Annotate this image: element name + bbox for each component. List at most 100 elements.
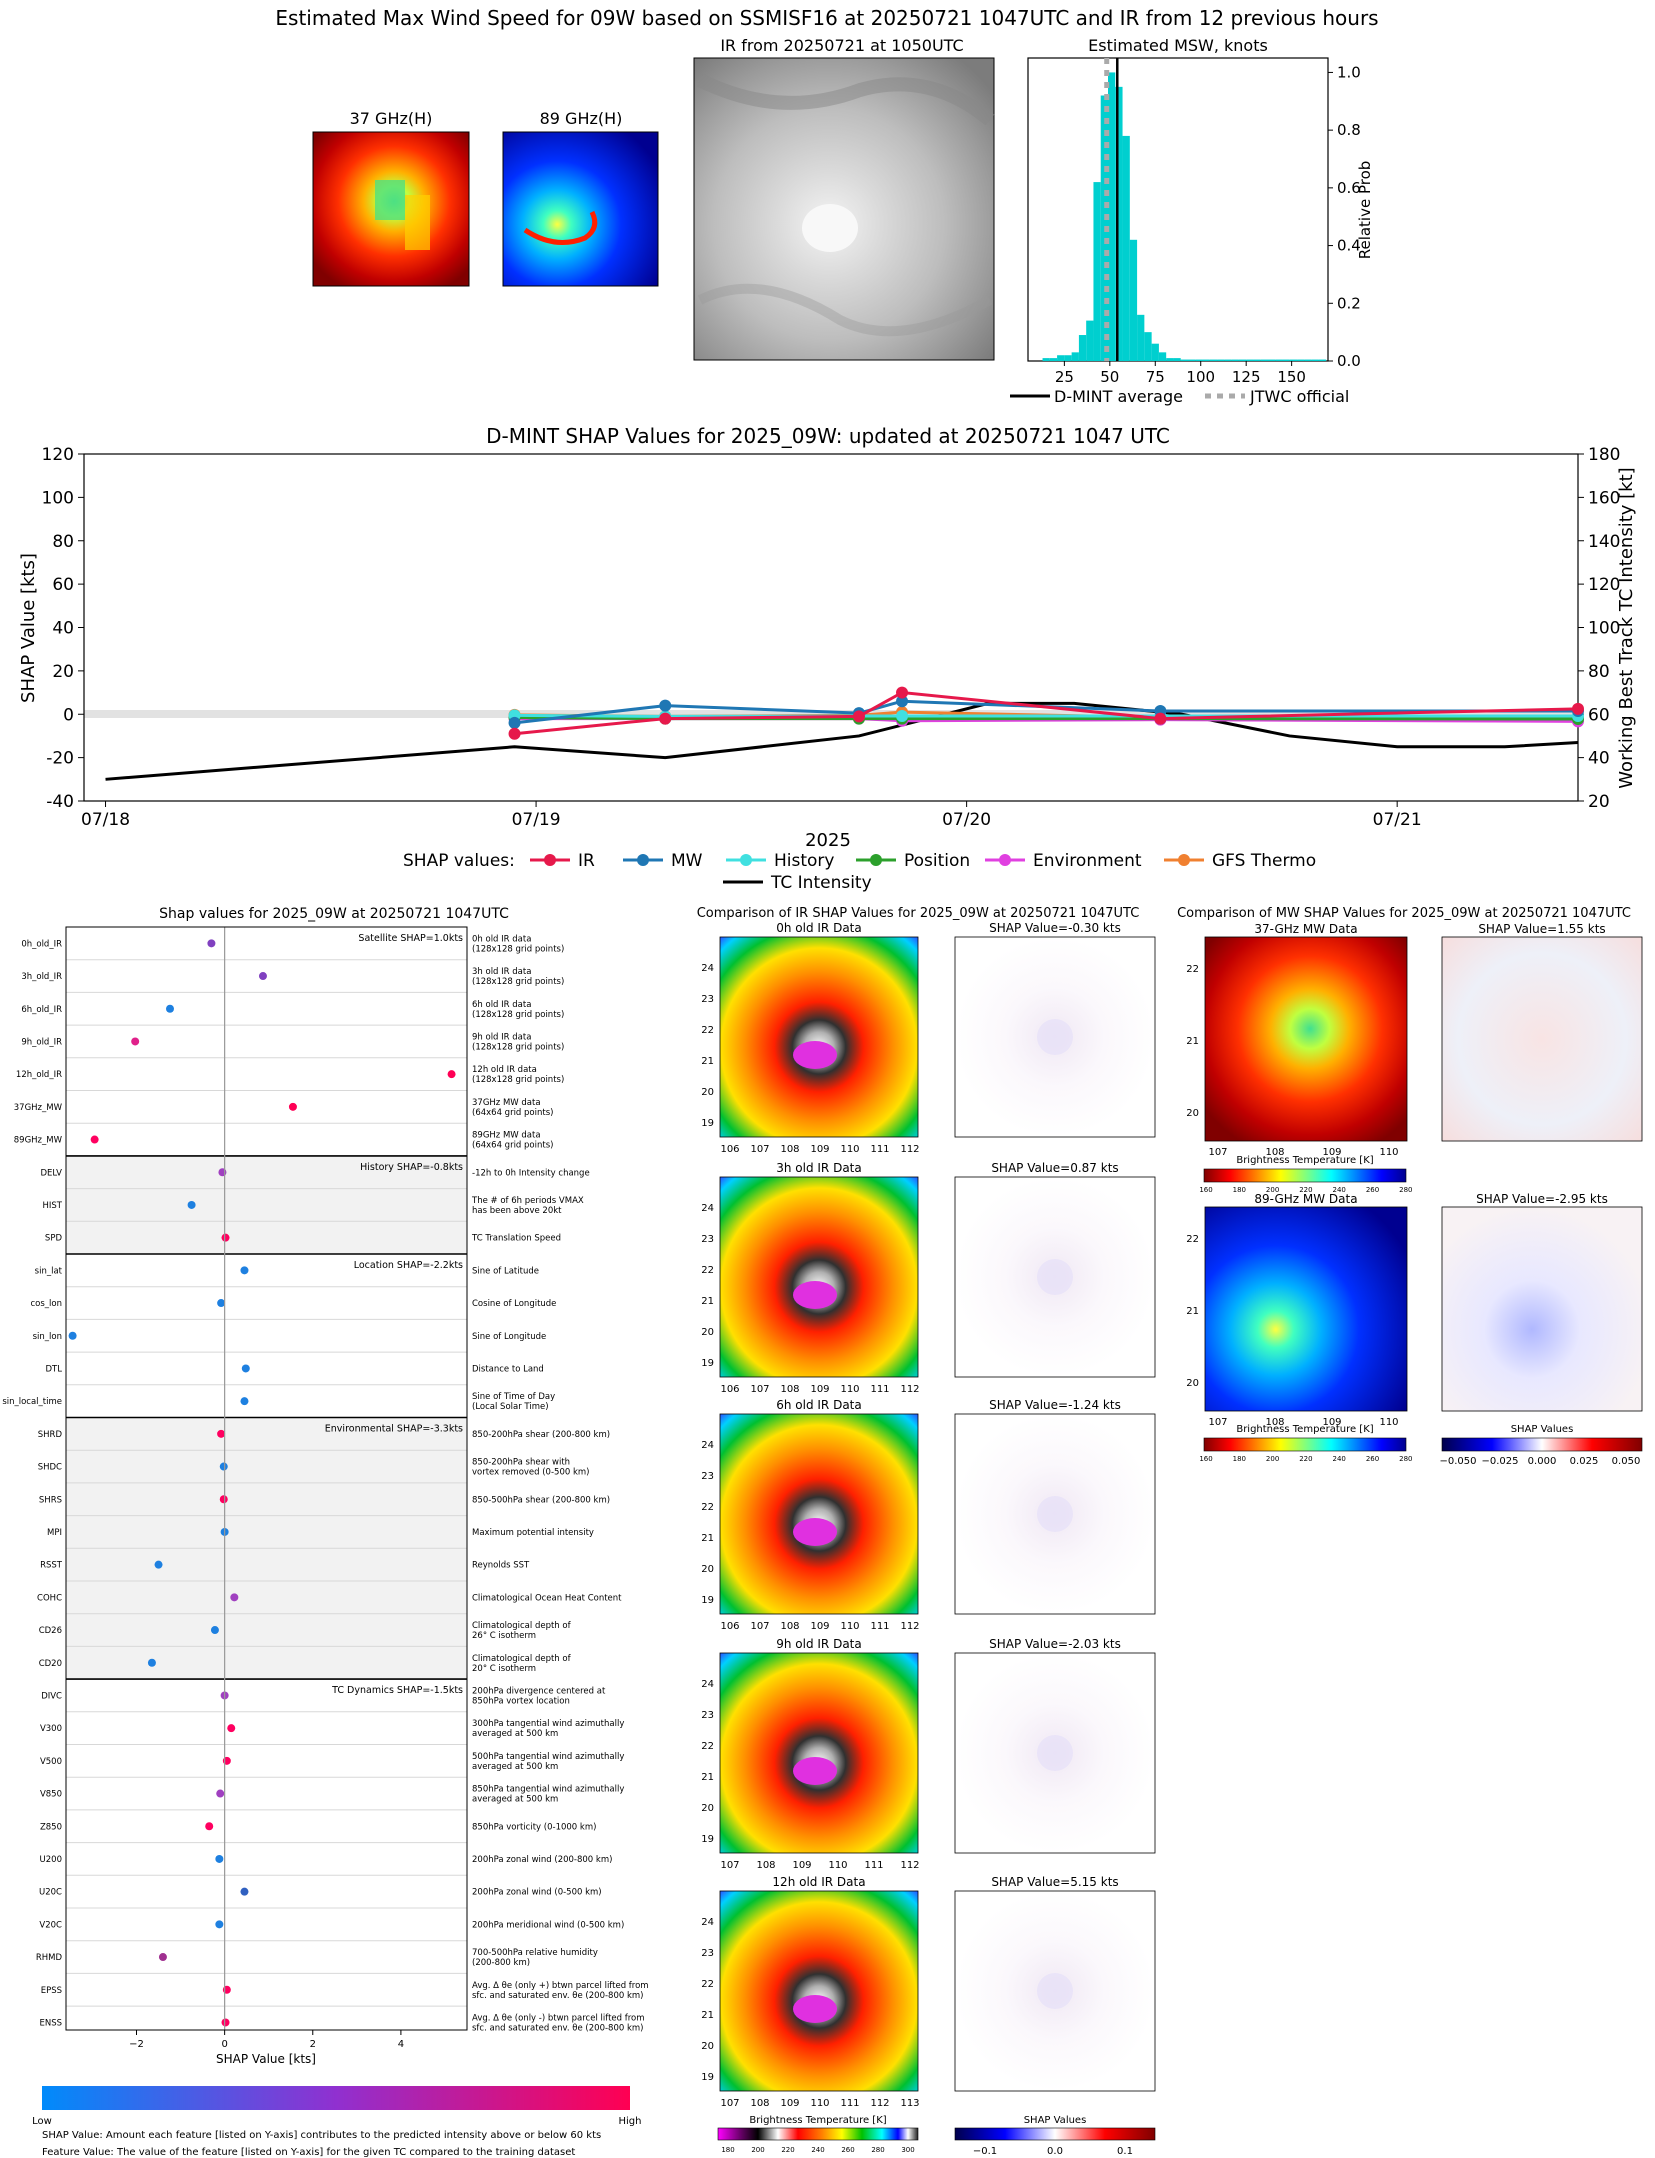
- ir-xtick: 111: [870, 1144, 889, 1155]
- feature-point: [68, 1331, 77, 1340]
- feature-name: CD20: [39, 1659, 62, 1669]
- feature-desc: The # of 6h periods VMAX: [471, 1196, 584, 1206]
- hist-title: Estimated MSW, knots: [1088, 36, 1268, 55]
- mw-compare-title: Comparison of MW SHAP Values for 2025_09…: [1177, 906, 1631, 921]
- ir-xtick: 110: [840, 1621, 859, 1632]
- mw-ytick: 21: [1186, 1036, 1199, 1047]
- ir-xtick: 107: [720, 2098, 739, 2109]
- feature-desc: Maximum potential intensity: [472, 1528, 594, 1538]
- ir-xtick: 108: [750, 2098, 769, 2109]
- mw-shap-colorbar: [1441, 1437, 1643, 1452]
- feature-name: sin_lon: [33, 1332, 62, 1342]
- hist-bar: [1224, 359, 1232, 361]
- ts-y2tick-label: 160: [1588, 488, 1620, 508]
- feature-name: RHMD: [36, 1953, 63, 1963]
- mw-shap-colorbar-label: SHAP Values: [1511, 1424, 1574, 1435]
- ir-xtick: 111: [840, 2098, 859, 2109]
- hist-ytick-label: 0.4: [1337, 237, 1361, 255]
- feature-name: 12h_old_IR: [16, 1070, 62, 1080]
- ir-xtick: 111: [870, 1621, 889, 1632]
- hist-bar: [1268, 359, 1276, 361]
- feature-desc: 200hPa meridional wind (0-500 km): [472, 1920, 624, 1930]
- feature-point: [230, 1593, 239, 1602]
- mw-ytick: 22: [1186, 964, 1199, 975]
- feature-desc: 850-200hPa shear (200-800 km): [472, 1430, 610, 1440]
- mw-ytick: 20: [1186, 1108, 1199, 1119]
- feature-desc: 37GHz MW data: [472, 1098, 541, 1108]
- feature-desc: Distance to Land: [472, 1364, 544, 1374]
- ir-image: [719, 936, 919, 1138]
- ir-cbar-tick: 280: [871, 2146, 884, 2154]
- hist-bar: [1195, 359, 1203, 361]
- ts-series-line: [514, 716, 1579, 721]
- ir-ytick: 21: [701, 1056, 714, 1067]
- ir-xtick: 109: [810, 1621, 829, 1632]
- ts-point: [659, 699, 672, 712]
- ir-xtick: 112: [900, 1384, 919, 1395]
- feature-desc: averaged at 500 km: [472, 1729, 558, 1739]
- hist-bar: [1217, 359, 1225, 361]
- ir-eye: [793, 1281, 837, 1309]
- hist-bar: [1144, 332, 1152, 361]
- ir-xtick: 113: [900, 2098, 919, 2109]
- feature-name: SHRS: [39, 1495, 62, 1505]
- mw-shap-image: [1441, 936, 1643, 1142]
- feature-point: [215, 1854, 224, 1863]
- ts-legend-label: MW: [671, 851, 703, 871]
- feature-point: [210, 1626, 219, 1635]
- ts-legend: SHAP values: IR MW History Position Environm…: [403, 851, 1316, 893]
- ir-ytick: 23: [701, 994, 714, 1005]
- ir-ytick: 22: [701, 1502, 714, 1513]
- feature-desc: TC Translation Speed: [471, 1234, 561, 1244]
- ir-xtick: 110: [810, 2098, 829, 2109]
- ir-row: 6h old IR Data 19 20 21 22 23 24 106 107 108 109 11…: [701, 1398, 1156, 1632]
- ts-ylabel: SHAP Value [kts]: [18, 553, 39, 703]
- feature-desc: Climatological Ocean Heat Content: [472, 1593, 622, 1603]
- ir-shap-cbar-tick: 0.0: [1047, 2146, 1063, 2157]
- ir-ytick: 24: [701, 1203, 714, 1214]
- feature-desc: 12h old IR data: [472, 1065, 537, 1075]
- ir-cbar-tick: 300: [901, 2146, 914, 2154]
- feature-desc: Cosine of Longitude: [472, 1299, 556, 1309]
- ir-xtick: 109: [810, 1384, 829, 1395]
- group-label: Environmental SHAP=-3.3kts: [325, 1424, 463, 1435]
- hist-xtick-label: 75: [1146, 368, 1165, 386]
- mw-shap-cbar-tick: −0.050: [1439, 1456, 1476, 1467]
- feature-name: HIST: [43, 1201, 63, 1211]
- ts-ytick-label: 80: [52, 532, 74, 552]
- hist-bar: [1078, 335, 1087, 361]
- ts-xtick-label: 07/20: [942, 810, 991, 830]
- feat-xtick-label: −2: [129, 2039, 144, 2050]
- feature-desc: 850hPa vorticity (0-1000 km): [472, 1822, 596, 1832]
- feature-desc: vortex removed (0-500 km): [472, 1468, 589, 1478]
- ir-shap-title: SHAP Value=-2.03 kts: [989, 1637, 1121, 1651]
- ir-ytick: 20: [701, 1327, 714, 1338]
- ts-point: [1572, 702, 1584, 715]
- hist-bar: [1158, 352, 1167, 361]
- hist-bar: [1137, 314, 1145, 361]
- feature-name: U20C: [39, 1888, 62, 1898]
- mw-colorbar-1: [1203, 1168, 1407, 1183]
- hist-bar: [1180, 359, 1188, 361]
- feature-point: [207, 939, 216, 948]
- mw-xtick: 110: [1379, 1417, 1398, 1428]
- ts-point: [896, 695, 909, 708]
- ts-title: D-MINT SHAP Values for 2025_09W: updated…: [486, 424, 1170, 448]
- ts-series-line: [514, 713, 1578, 718]
- ir-xtick: 106: [720, 1384, 739, 1395]
- ir-row-title: 3h old IR Data: [776, 1161, 862, 1175]
- feature-point: [217, 1429, 226, 1438]
- ir-ytick: 24: [701, 963, 714, 974]
- footnote-shap: SHAP Value: Amount each feature [listed …: [42, 2130, 601, 2141]
- ir-shap-cbar-tick: 0.1: [1117, 2146, 1133, 2157]
- ts-y2tick-label: 60: [1588, 705, 1610, 725]
- hist-bar: [1238, 359, 1247, 361]
- ts-ylabel-right: Working Best Track TC Intensity [kt]: [1616, 467, 1637, 788]
- hist-bar: [1260, 359, 1268, 361]
- mw-xtick: 107: [1208, 1147, 1227, 1158]
- mw-ytick: 22: [1186, 1234, 1199, 1245]
- ir-shap-colorbar-label: SHAP Values: [1024, 2115, 1087, 2126]
- mw-image: [1204, 936, 1408, 1142]
- ir-image: [719, 1652, 919, 1854]
- mw-shap-image: [1441, 1206, 1643, 1412]
